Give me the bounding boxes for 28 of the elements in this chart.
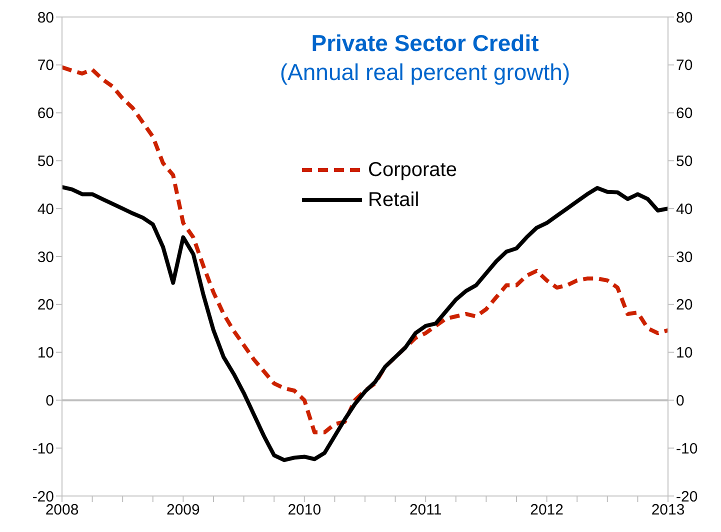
- y-tick-label: 80: [37, 9, 54, 26]
- y2-tick-label: 0: [676, 392, 684, 410]
- y-tick-label: 50: [37, 153, 54, 170]
- y-tick-label: 0: [46, 392, 54, 410]
- text: Private Sector Credit: [311, 30, 539, 56]
- y2-tick-label: 10: [676, 344, 693, 362]
- legend-label: Retail: [368, 188, 420, 210]
- y2-tick-label: 20: [676, 296, 693, 314]
- y-tick-label: 70: [37, 57, 54, 74]
- y-tick-label: 40: [37, 200, 54, 218]
- x-tick-label: 2011: [409, 502, 442, 519]
- y-tick-label: 60: [37, 105, 54, 122]
- x-tick-label: 2009: [166, 502, 200, 519]
- text: (Annual real percent growth): [280, 59, 570, 85]
- y-tick-label: -10: [32, 440, 54, 458]
- x-tick-label: 2010: [288, 502, 322, 519]
- y-tick-label: 20: [37, 296, 54, 314]
- y-tick-label: 30: [37, 248, 54, 266]
- y2-tick-label: 30: [676, 248, 693, 266]
- y2-tick-label: 80: [676, 9, 693, 26]
- legend-label: Corporate: [368, 158, 457, 180]
- y2-tick-label: -10: [676, 440, 698, 458]
- y2-tick-label: 40: [676, 200, 693, 218]
- y2-tick-label: 50: [676, 153, 693, 170]
- x-tick-label: 2012: [530, 502, 564, 519]
- y2-tick-label: 60: [676, 105, 693, 122]
- y-tick-label: 10: [37, 344, 54, 362]
- y2-tick-label: 70: [676, 57, 693, 74]
